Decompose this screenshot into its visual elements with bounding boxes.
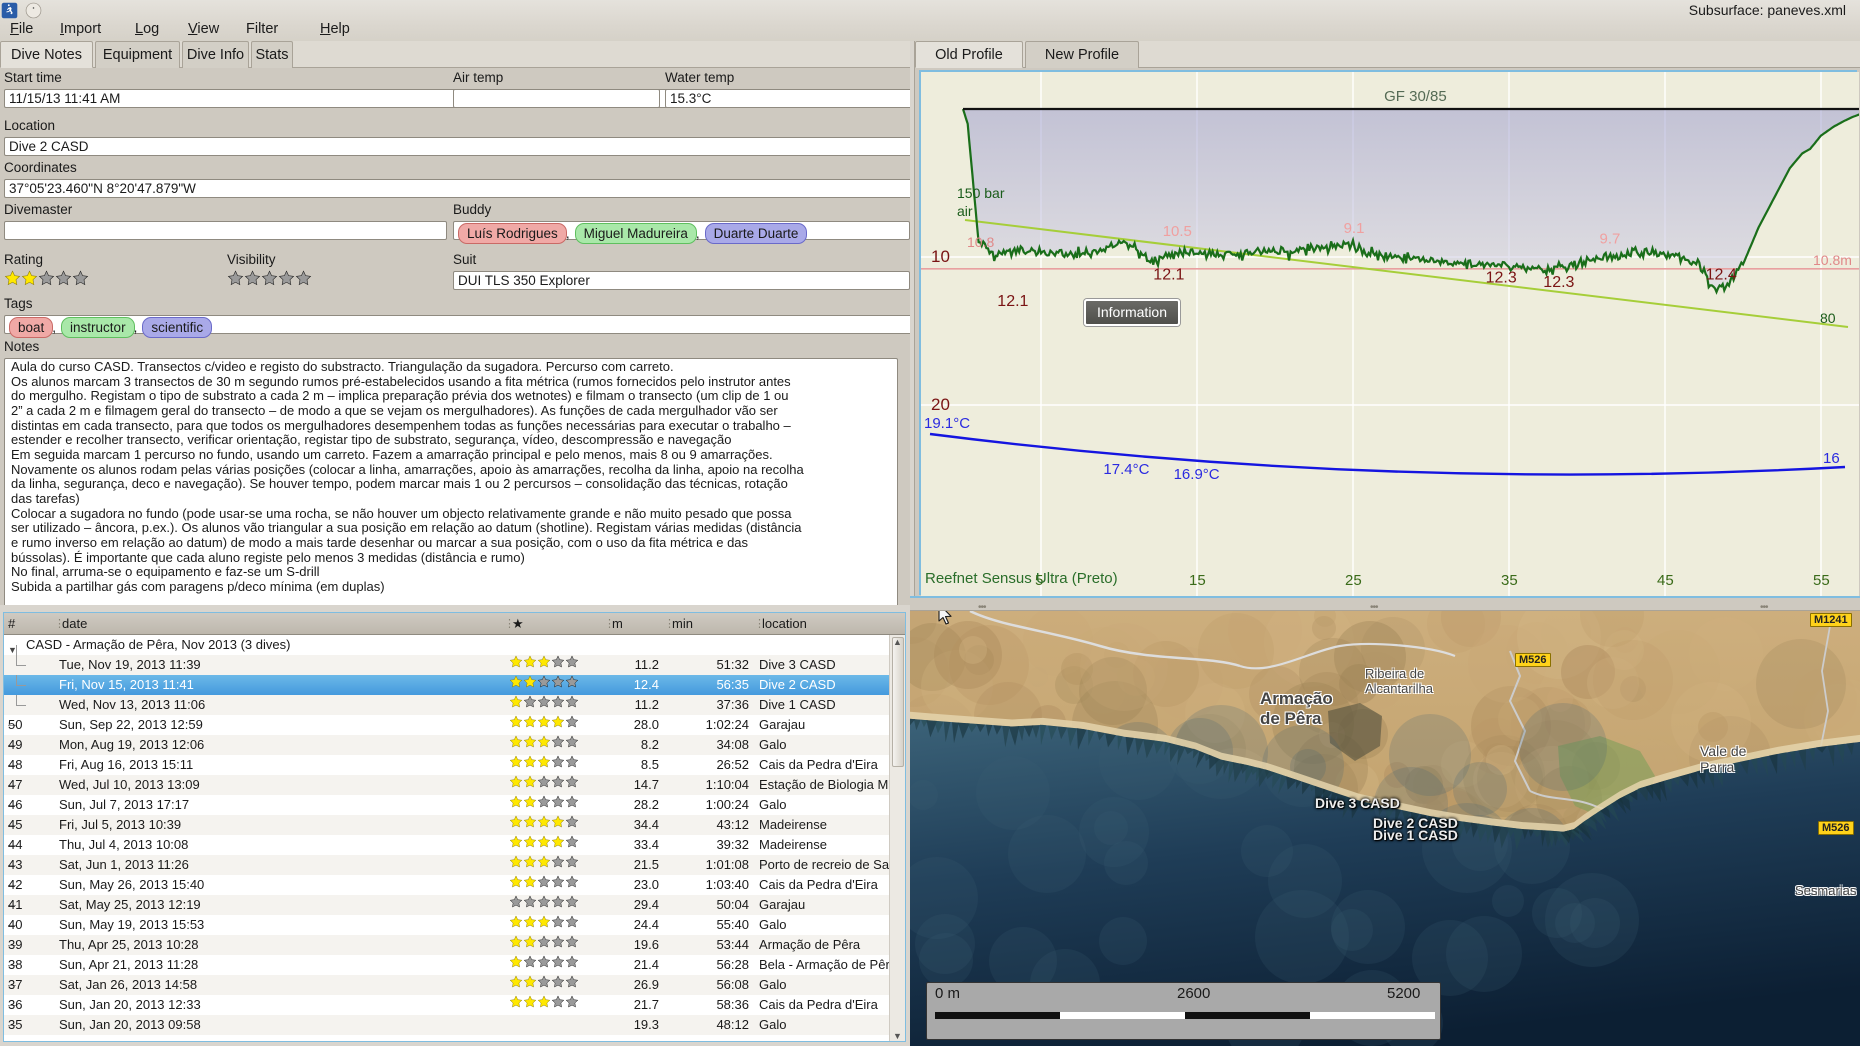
svg-text:45: 45 — [1657, 572, 1674, 589]
svg-text:10.8m: 10.8m — [1813, 252, 1852, 268]
svg-text:150 bar: 150 bar — [957, 185, 1005, 201]
svg-text:12.3: 12.3 — [1486, 269, 1517, 286]
svg-text:air: air — [957, 203, 973, 219]
svg-text:35: 35 — [1501, 572, 1518, 589]
svg-text:17.4°C: 17.4°C — [1103, 461, 1149, 478]
svg-text:80: 80 — [1820, 310, 1836, 326]
svg-text:10.5: 10.5 — [1163, 223, 1192, 240]
svg-text:12.3: 12.3 — [1543, 274, 1574, 291]
svg-text:9.1: 9.1 — [1344, 220, 1365, 237]
svg-text:16.9°C: 16.9°C — [1174, 466, 1220, 483]
svg-text:9.7: 9.7 — [1600, 231, 1621, 248]
svg-text:Reefnet Sensus Ultra (Preto): Reefnet Sensus Ultra (Preto) — [925, 570, 1118, 587]
svg-text:10: 10 — [931, 247, 950, 266]
svg-text:GF 30/85: GF 30/85 — [1384, 88, 1447, 105]
svg-text:12.1: 12.1 — [1153, 266, 1184, 283]
svg-text:12.4: 12.4 — [1706, 266, 1737, 283]
svg-text:15: 15 — [1189, 572, 1206, 589]
svg-text:16: 16 — [1823, 450, 1840, 467]
svg-text:55: 55 — [1813, 572, 1830, 589]
svg-text:20: 20 — [931, 395, 950, 414]
svg-text:19.1°C: 19.1°C — [924, 415, 970, 432]
svg-text:10.8: 10.8 — [967, 234, 994, 250]
svg-text:12.1: 12.1 — [997, 293, 1028, 310]
svg-text:25: 25 — [1345, 572, 1362, 589]
